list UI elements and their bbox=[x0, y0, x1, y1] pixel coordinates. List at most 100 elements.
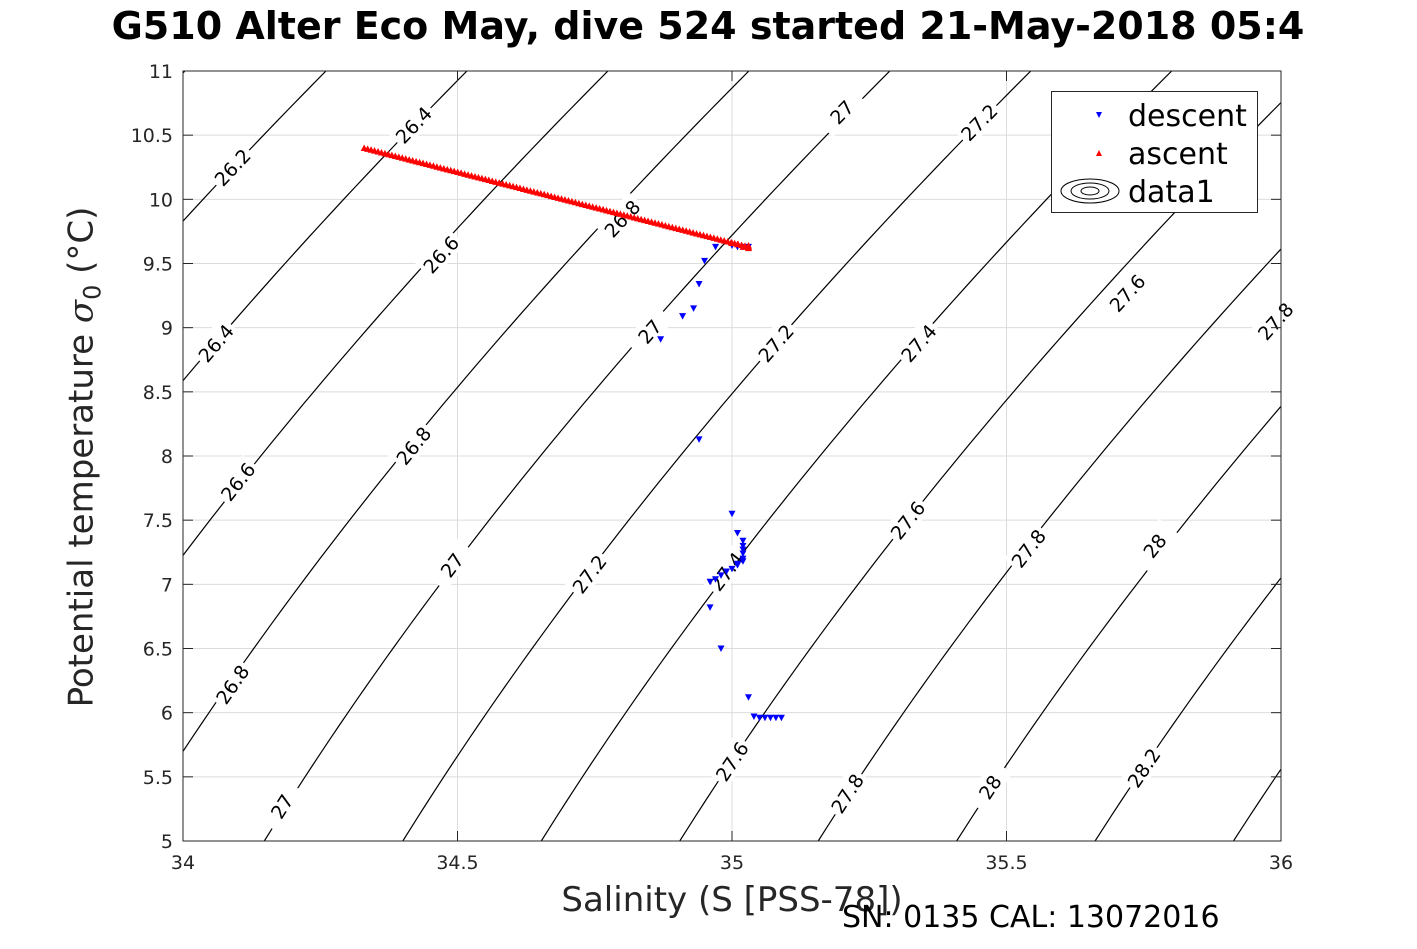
contour-label: 28.2 bbox=[1119, 740, 1167, 794]
x-tick-label: 35.5 bbox=[985, 852, 1027, 874]
contour-label: 27 bbox=[257, 779, 304, 833]
descent-point bbox=[728, 565, 736, 573]
legend-label-ascent: ascent bbox=[1128, 137, 1228, 172]
contour-label: 27 bbox=[815, 85, 867, 137]
contour-label: 27.2 bbox=[953, 96, 1004, 148]
descent-point bbox=[717, 572, 725, 579]
contour-label-bg bbox=[1129, 518, 1179, 572]
ascent-point bbox=[744, 242, 752, 249]
descent-marker-icon bbox=[1096, 112, 1102, 118]
descent-point bbox=[739, 550, 747, 558]
y-tick-label: 8 bbox=[161, 446, 173, 468]
descent-point bbox=[695, 436, 703, 443]
y-axis-label-unit: (°C) bbox=[61, 206, 102, 285]
contour-label: 27 bbox=[624, 304, 674, 357]
contour-label: 28 bbox=[1129, 518, 1179, 572]
contour-label: 27.8 bbox=[823, 766, 870, 820]
descent-point bbox=[755, 714, 763, 722]
contour-label: 27.6 bbox=[707, 734, 755, 788]
y-axis-label-symbol: σ bbox=[61, 299, 102, 324]
contour-label-bg bbox=[750, 316, 800, 369]
contour-label: 26.4 bbox=[190, 316, 240, 369]
y-axis-label-subscript: 0 bbox=[78, 284, 107, 300]
descent-point bbox=[739, 537, 747, 545]
descent-point bbox=[777, 714, 785, 722]
y-axis-label: Potential temperature σ0 (°C) bbox=[62, 207, 107, 708]
y-tick-label: 5.5 bbox=[143, 767, 173, 789]
descent-point bbox=[750, 713, 758, 721]
y-tick-label: 10.5 bbox=[131, 125, 173, 147]
contour-label-bg bbox=[206, 140, 257, 193]
legend-item-ascent: ascent bbox=[1052, 134, 1257, 172]
y-tick-label: 6.5 bbox=[143, 639, 173, 661]
descent-point bbox=[717, 645, 725, 652]
isopycnal-25.6 bbox=[0, 0, 32, 945]
ascent-point bbox=[733, 240, 741, 248]
isopycnal-26.2 bbox=[183, 71, 327, 222]
isopycnal-28.2 bbox=[1094, 576, 1281, 841]
contour-label: 27.8 bbox=[1249, 294, 1300, 347]
descent-point bbox=[706, 604, 714, 611]
legend-item-descent: descent bbox=[1052, 96, 1257, 134]
x-tick-label: 36 bbox=[1269, 852, 1293, 874]
y-tick-label: 10 bbox=[149, 189, 173, 211]
ascent-point bbox=[739, 243, 747, 250]
ascent-series bbox=[360, 144, 752, 252]
descent-point bbox=[744, 694, 752, 701]
contour-label-bg bbox=[257, 779, 304, 833]
descent-point bbox=[733, 562, 741, 569]
descent-point bbox=[739, 558, 747, 565]
descent-point bbox=[695, 281, 703, 288]
descent-point bbox=[706, 578, 714, 586]
contour-label-bg bbox=[815, 85, 867, 137]
descent-point bbox=[679, 313, 687, 320]
contour-label-bg bbox=[1101, 266, 1152, 319]
contour-label-bg bbox=[893, 316, 943, 369]
contour-label: 26.4 bbox=[387, 98, 439, 150]
contour-label-bg bbox=[882, 493, 932, 546]
contour-label: 27.2 bbox=[564, 547, 613, 600]
contour-label-bg bbox=[388, 418, 438, 472]
axis-ticks: 34 34.5 35 35.5 36 5 5.5 6 6.5 7 7.5 8 8.5 9 9.5 10 10.5… bbox=[131, 61, 1293, 874]
x-axis-label: Salinity (S [PSS-78]) bbox=[561, 880, 903, 920]
serial-calibration-note: SN: 0135 CAL: 13072016 bbox=[842, 900, 1220, 935]
contour-label-bg bbox=[212, 454, 262, 508]
legend-label-descent: descent bbox=[1128, 99, 1247, 134]
isopycnal-26.6 bbox=[183, 71, 609, 557]
y-tick-label: 9 bbox=[161, 318, 173, 340]
descent-point bbox=[657, 336, 665, 343]
contour-label-bg bbox=[596, 192, 647, 244]
descent-point bbox=[728, 510, 736, 518]
contour-label-bg bbox=[415, 227, 466, 280]
contour-label-bg bbox=[190, 316, 240, 369]
x-tick-label: 34.5 bbox=[436, 852, 478, 874]
descent-point bbox=[701, 257, 709, 265]
descent-point bbox=[723, 568, 731, 575]
contour-label-bg bbox=[965, 759, 1013, 814]
y-tick-label: 5 bbox=[161, 831, 173, 853]
isopycnal-27.6 bbox=[679, 101, 1281, 841]
descent-point bbox=[766, 714, 774, 722]
y-tick-label: 11 bbox=[149, 61, 173, 83]
contour-label-bg bbox=[1249, 294, 1300, 347]
y-axis-label-main: Potential temperature bbox=[61, 323, 102, 708]
descent-point bbox=[739, 546, 747, 554]
isopycnal-27.2 bbox=[402, 71, 1032, 841]
contour-label-bg bbox=[427, 538, 476, 591]
contour-label: 27.2 bbox=[750, 316, 800, 369]
chart-title: G510 Alter Eco May, dive 524 started 21-… bbox=[111, 4, 1305, 48]
y-tick-label: 7 bbox=[161, 574, 173, 596]
y-tick-label: 7.5 bbox=[143, 510, 173, 532]
contour-label-bg bbox=[953, 96, 1004, 148]
contour-label-bg bbox=[624, 304, 674, 357]
y-tick-label: 8.5 bbox=[143, 382, 173, 404]
descent-point bbox=[739, 542, 747, 550]
legend: descent ascent data1 bbox=[1051, 91, 1258, 213]
descent-point bbox=[772, 714, 780, 722]
legend-label-data1: data1 bbox=[1128, 175, 1215, 210]
contour-label-bg bbox=[564, 547, 613, 600]
isopycnal-27 bbox=[263, 71, 891, 841]
descent-point bbox=[712, 576, 720, 583]
contour-label-bg bbox=[1003, 521, 1052, 575]
